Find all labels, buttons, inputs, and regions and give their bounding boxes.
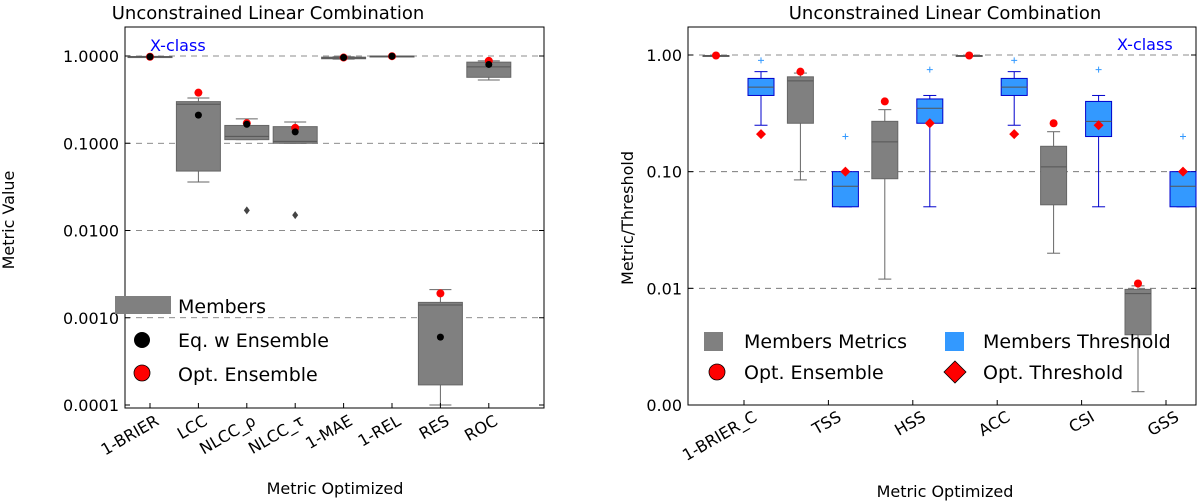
legend-opt-thr-label: Opt. Threshold [983,362,1123,384]
legend-threshold-swatch [945,332,964,351]
right-threshold-box-5-box [1169,171,1197,208]
left-flier-3-0 [292,211,299,220]
right-xtick-label-0: 1-BRIER_C [679,407,761,466]
left-eqw-point-1 [194,111,202,119]
right-panel: Unconstrained Linear Combination 0.00 0.0… [618,3,1197,501]
right-corner-label: X-class [1117,35,1173,54]
left-eqw-point-5 [388,52,396,60]
right-opt-ens-point-3 [965,51,974,60]
left-ytick-label-4: 1.0000 [63,47,119,66]
right-xtick-label-4: CSI [1066,407,1098,436]
right-metric-box-5-box [1124,288,1152,336]
legend-members-label: Members [178,296,266,318]
right-ytick-label-1: 0.01 [646,279,682,298]
right-threshold-flier-2-0 [926,66,933,73]
legend-metrics-label: Members Metrics [744,331,907,353]
right-opt-ens-point-0 [712,51,720,60]
right-legend: Members Metrics Members Threshold Opt. E… [704,331,1171,384]
left-ytick-label-1: 0.0010 [63,309,119,328]
left-ylabel: Metric Value [0,171,18,270]
left-eqw-point-7 [485,60,493,68]
legend-eqw-label: Eq. w Ensemble [178,330,329,352]
left-xlabel: Metric Optimized [267,479,404,498]
right-ylabel: Metric/Threshold [618,151,637,285]
right-threshold-flier-4-0 [1095,66,1102,73]
left-xtick-label-7: ROC [461,411,501,445]
legend-members-swatch [115,296,171,314]
right-ytick-label-0: 0.00 [646,396,682,415]
legend-opt-ens-marker [708,363,726,381]
left-xtick-label-3: NLCC_τ [245,411,308,459]
right-title: Unconstrained Linear Combination [789,3,1102,24]
right-threshold-flier-0-0 [758,57,764,64]
left-box-1-box [175,101,221,172]
right-threshold-box-1-box [831,171,859,208]
right-threshold-flier-5-0 [1180,133,1186,140]
right-opt-ens-point-4 [1049,119,1058,128]
legend-threshold-label: Members Threshold [983,331,1171,353]
right-opt-thr-point-0 [756,129,766,140]
left-opt-point-1 [194,88,203,97]
left-xtick-label-6: RES [416,411,453,443]
right-metric-box-4-box [1040,145,1068,206]
legend-opt-marker [133,364,151,382]
left-xtick-label-4: 1-MAE [302,411,356,453]
left-ytick-label-0: 0.0001 [63,396,119,415]
left-ytick-label-3: 0.1000 [63,134,119,153]
right-xtick-label-3: ACC [975,407,1013,440]
right-threshold-flier-1-0 [842,133,849,140]
left-xtick-label-0: 1-BRIER [98,411,162,459]
left-plot-frame [124,26,545,409]
right-xlabel: Metric Optimized [877,482,1014,501]
right-opt-thr-point-2 [924,118,935,129]
left-eqw-point-3 [291,128,299,136]
right-opt-ens-point-2 [880,97,889,106]
left-corner-label: X-class [150,36,206,55]
right-xtick-label-5: GSS [1144,407,1182,440]
right-metric-box-1-box [786,76,814,124]
legend-metrics-swatch [704,332,723,351]
right-xtick-label-2: HSS [891,407,929,440]
left-flier-2-0 [243,206,250,215]
left-xtick-label-5: 1-REL [355,411,404,451]
left-legend: Members Eq. w Ensemble Opt. Ensemble [115,296,329,386]
right-opt-thr-point-5 [1178,166,1188,177]
left-ytick-label-2: 0.0100 [63,222,119,241]
left-box-6-box [417,301,463,386]
legend-eqw-marker [134,332,150,348]
right-ytick-label-3: 1.00 [646,46,682,65]
left-eqw-point-4 [340,54,348,62]
legend-opt-label: Opt. Ensemble [178,364,318,386]
left-eqw-point-0 [146,53,154,61]
right-opt-thr-point-1 [840,166,851,177]
left-eqw-point-6 [436,333,444,341]
right-threshold-box-4-box [1085,100,1113,138]
right-plot-frame [687,26,1197,406]
left-eqw-point-2 [243,120,251,128]
right-threshold-flier-3-0 [1011,57,1018,64]
right-metric-box-2-box [871,120,899,180]
left-title: Unconstrained Linear Combination [112,3,425,24]
right-opt-thr-point-4 [1093,120,1104,131]
legend-opt-ens-label: Opt. Ensemble [744,362,884,384]
left-xtick-label-2: NLCC_ρ [196,411,259,459]
left-panel: Unconstrained Linear Combination 0.0001 0… [0,3,545,498]
right-ytick-label-2: 0.10 [646,163,682,182]
legend-opt-thr-marker [943,360,967,384]
right-xtick-label-1: TSS [808,407,844,439]
right-opt-ens-point-1 [796,67,805,76]
right-opt-thr-point-3 [1009,129,1020,140]
left-opt-point-6 [436,289,445,298]
right-opt-ens-point-5 [1134,279,1142,288]
